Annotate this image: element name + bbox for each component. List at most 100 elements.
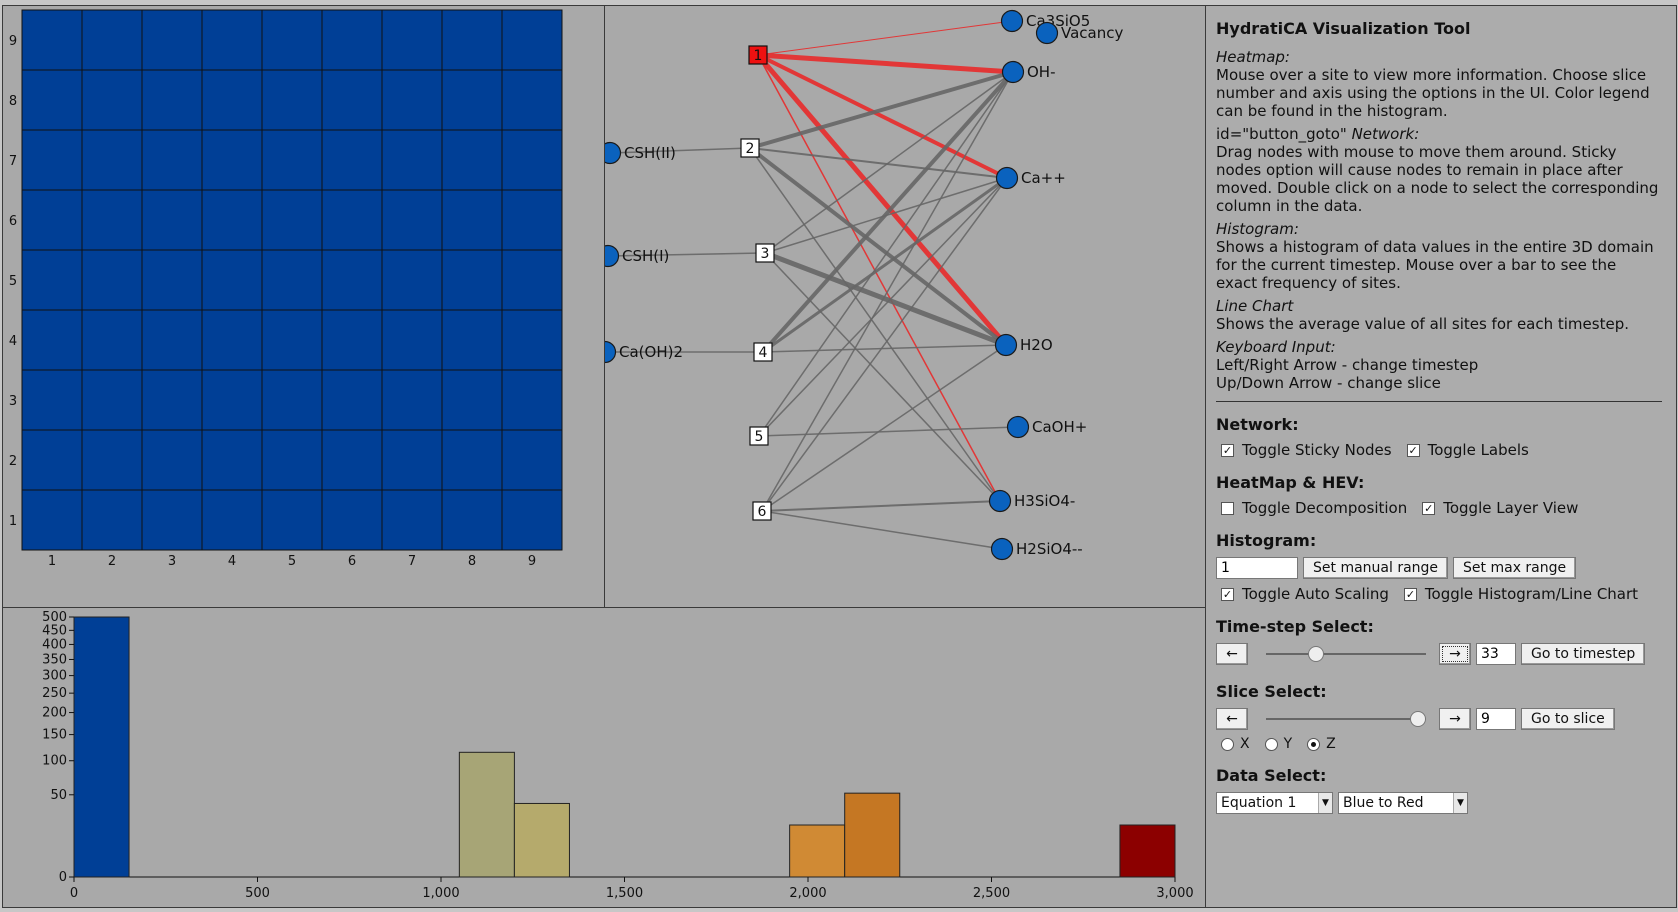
heatmap-cell[interactable] (501, 129, 563, 191)
go-to-slice-button[interactable]: Go to slice (1521, 708, 1615, 730)
heatmap-cell[interactable] (201, 429, 263, 491)
heatmap-cell[interactable] (21, 129, 83, 191)
heatmap-cell[interactable] (261, 429, 323, 491)
network-node-csh2[interactable]: CSH(II) (598, 141, 676, 165)
timestep-input[interactable] (1476, 643, 1516, 665)
heatmap-cell[interactable] (261, 369, 323, 431)
range-input[interactable] (1216, 557, 1298, 579)
timestep-prev-button[interactable]: ← (1216, 643, 1248, 665)
histogram-line-checkbox[interactable]: ✓ (1403, 587, 1417, 601)
heatmap-cell[interactable] (21, 189, 83, 251)
heatmap-cell[interactable] (141, 429, 203, 491)
axis-z-radio[interactable] (1307, 737, 1321, 751)
slice-next-button[interactable]: → (1439, 708, 1471, 730)
heatmap-cell[interactable] (261, 9, 323, 71)
network-node-circle[interactable] (1035, 21, 1059, 45)
sticky-nodes-checkbox[interactable]: ✓ (1221, 443, 1234, 457)
network-node-circle[interactable] (596, 244, 620, 268)
heatmap-cell[interactable] (441, 489, 503, 551)
network-node-n3[interactable]: 3 (755, 243, 775, 263)
heatmap-cell[interactable] (201, 309, 263, 371)
network-node-circle[interactable] (1006, 415, 1030, 439)
histogram-bar[interactable] (789, 824, 846, 878)
heatmap-cell[interactable] (141, 69, 203, 131)
heatmap-cell[interactable] (321, 189, 383, 251)
heatmap-cell[interactable] (201, 129, 263, 191)
heatmap-cell[interactable] (321, 429, 383, 491)
heatmap-cell[interactable] (441, 189, 503, 251)
network-node-n1[interactable]: 1 (748, 45, 768, 65)
heatmap-cell[interactable] (141, 489, 203, 551)
heatmap-cell[interactable] (201, 9, 263, 71)
colormap-select[interactable]: Blue to Red ▼ (1338, 792, 1468, 814)
heatmap-cell[interactable] (81, 69, 143, 131)
heatmap-cell[interactable] (441, 429, 503, 491)
heatmap-cell[interactable] (381, 489, 443, 551)
heatmap-cell[interactable] (81, 249, 143, 311)
heatmap-cell[interactable] (21, 249, 83, 311)
heatmap-cell[interactable] (21, 69, 83, 131)
network-node-csh1[interactable]: CSH(I) (596, 244, 669, 268)
heatmap-cell[interactable] (141, 189, 203, 251)
heatmap-cell[interactable] (321, 309, 383, 371)
slice-prev-button[interactable]: ← (1216, 708, 1248, 730)
network-node-oh[interactable]: OH- (1001, 60, 1056, 84)
network-node-circle[interactable] (1000, 9, 1024, 33)
decomposition-checkbox[interactable] (1221, 501, 1234, 515)
slice-slider-thumb[interactable] (1410, 711, 1426, 727)
timestep-next-button[interactable]: → (1439, 643, 1471, 665)
network-node-circle[interactable] (593, 340, 617, 364)
heatmap-chart[interactable]: 1 2 3 4 5 6 7 8 9 1 2 3 4 5 6 7 8 9 (3, 6, 604, 607)
auto-scaling-checkbox[interactable]: ✓ (1221, 587, 1234, 601)
layer-view-checkbox[interactable]: ✓ (1422, 501, 1436, 515)
network-node-n5[interactable]: 5 (749, 426, 769, 446)
equation-select[interactable]: Equation 1 ▼ (1216, 792, 1333, 814)
network-node-h2sio4[interactable]: H2SiO4-- (990, 537, 1083, 561)
heatmap-cell[interactable] (21, 489, 83, 551)
heatmap-cell[interactable] (381, 249, 443, 311)
heatmap-cell[interactable] (501, 429, 563, 491)
heatmap-cell[interactable] (321, 69, 383, 131)
heatmap-cell[interactable] (321, 489, 383, 551)
go-to-timestep-button[interactable]: Go to timestep (1521, 643, 1646, 665)
set-max-range-button[interactable]: Set max range (1453, 557, 1577, 579)
network-node-box[interactable] (753, 342, 773, 362)
network-node-n2[interactable]: 2 (740, 138, 760, 158)
timestep-slider[interactable] (1266, 643, 1426, 665)
heatmap-cell[interactable] (81, 369, 143, 431)
heatmap-cell[interactable] (201, 369, 263, 431)
heatmap-cell[interactable] (441, 129, 503, 191)
timestep-slider-thumb[interactable] (1307, 646, 1324, 662)
heatmap-cell[interactable] (381, 309, 443, 371)
heatmap-cell[interactable] (501, 489, 563, 551)
histogram-bar[interactable] (73, 616, 130, 878)
heatmap-cell[interactable] (141, 249, 203, 311)
heatmap-cell[interactable] (21, 309, 83, 371)
heatmap-cell[interactable] (381, 429, 443, 491)
heatmap-cell[interactable] (201, 69, 263, 131)
network-node-circle[interactable] (1001, 60, 1025, 84)
heatmap-cell[interactable] (261, 69, 323, 131)
set-manual-range-button[interactable]: Set manual range (1303, 557, 1449, 579)
heatmap-cell[interactable] (261, 129, 323, 191)
network-node-circle[interactable] (994, 333, 1018, 357)
heatmap-cell[interactable] (21, 429, 83, 491)
heatmap-cell[interactable] (81, 9, 143, 71)
heatmap-cell[interactable] (501, 9, 563, 71)
network-node-h2o[interactable]: H2O (994, 333, 1053, 357)
heatmap-cell[interactable] (501, 249, 563, 311)
network-node-circle[interactable] (988, 489, 1012, 513)
heatmap-cell[interactable] (441, 9, 503, 71)
heatmap-cell[interactable] (81, 309, 143, 371)
network-node-ca3sio5[interactable]: Ca3SiO5 (1000, 9, 1091, 33)
heatmap-cell[interactable] (141, 369, 203, 431)
heatmap-cell[interactable] (321, 9, 383, 71)
heatmap-cell[interactable] (381, 9, 443, 71)
heatmap-cell[interactable] (21, 369, 83, 431)
axis-x-radio[interactable] (1221, 737, 1234, 751)
network-node-n4[interactable]: 4 (753, 342, 773, 362)
heatmap-cell[interactable] (261, 489, 323, 551)
heatmap-cell[interactable] (81, 429, 143, 491)
slice-slider[interactable] (1266, 708, 1426, 730)
network-node-circle[interactable] (995, 166, 1019, 190)
